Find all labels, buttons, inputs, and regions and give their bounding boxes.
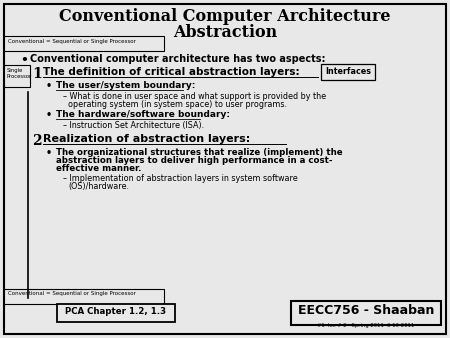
Text: Conventional Computer Architecture: Conventional Computer Architecture xyxy=(59,8,391,25)
Text: 1: 1 xyxy=(32,67,42,81)
FancyBboxPatch shape xyxy=(4,65,30,87)
FancyBboxPatch shape xyxy=(57,304,175,322)
Text: Abstraction: Abstraction xyxy=(173,24,277,41)
FancyBboxPatch shape xyxy=(4,289,164,304)
Text: •: • xyxy=(46,148,52,158)
Text: (OS)/hardware.: (OS)/hardware. xyxy=(68,182,129,191)
Text: – Implementation of abstraction layers in system software: – Implementation of abstraction layers i… xyxy=(63,174,298,183)
Text: effective manner.: effective manner. xyxy=(56,164,141,173)
Text: 2: 2 xyxy=(32,134,41,148)
Text: – What is done in user space and what support is provided by the: – What is done in user space and what su… xyxy=(63,92,326,101)
Text: Interfaces: Interfaces xyxy=(325,67,371,76)
Text: #1  lec # 2   Spring 2011  3-10-2011: #1 lec # 2 Spring 2011 3-10-2011 xyxy=(317,323,415,328)
Text: Realization of abstraction layers:: Realization of abstraction layers: xyxy=(43,134,250,144)
Text: •: • xyxy=(20,54,28,67)
FancyBboxPatch shape xyxy=(321,64,375,80)
Text: •: • xyxy=(46,81,52,91)
Text: abstraction layers to deliver high performance in a cost-: abstraction layers to deliver high perfo… xyxy=(56,156,333,165)
FancyBboxPatch shape xyxy=(4,36,164,51)
Text: Conventional = Sequential or Single Processor: Conventional = Sequential or Single Proc… xyxy=(8,39,136,44)
FancyBboxPatch shape xyxy=(291,301,441,325)
Text: The definition of critical abstraction layers:: The definition of critical abstraction l… xyxy=(43,67,300,77)
Text: The hardware/software boundary:: The hardware/software boundary: xyxy=(56,110,230,119)
Text: operating system (in system space) to user programs.: operating system (in system space) to us… xyxy=(68,100,287,109)
Text: – Instruction Set Architecture (ISA).: – Instruction Set Architecture (ISA). xyxy=(63,121,204,130)
Text: Single
Processor: Single Processor xyxy=(6,68,32,79)
Text: Conventional = Sequential or Single Processor: Conventional = Sequential or Single Proc… xyxy=(8,291,136,296)
Text: The organizational structures that realize (implement) the: The organizational structures that reali… xyxy=(56,148,342,157)
Text: PCA Chapter 1.2, 1.3: PCA Chapter 1.2, 1.3 xyxy=(65,307,166,316)
Text: EECC756 - Shaaban: EECC756 - Shaaban xyxy=(298,304,434,317)
FancyBboxPatch shape xyxy=(4,4,446,334)
Text: The user/system boundary:: The user/system boundary: xyxy=(56,81,195,90)
Text: Conventional computer architecture has two aspects:: Conventional computer architecture has t… xyxy=(30,54,325,64)
Text: •: • xyxy=(46,110,52,120)
